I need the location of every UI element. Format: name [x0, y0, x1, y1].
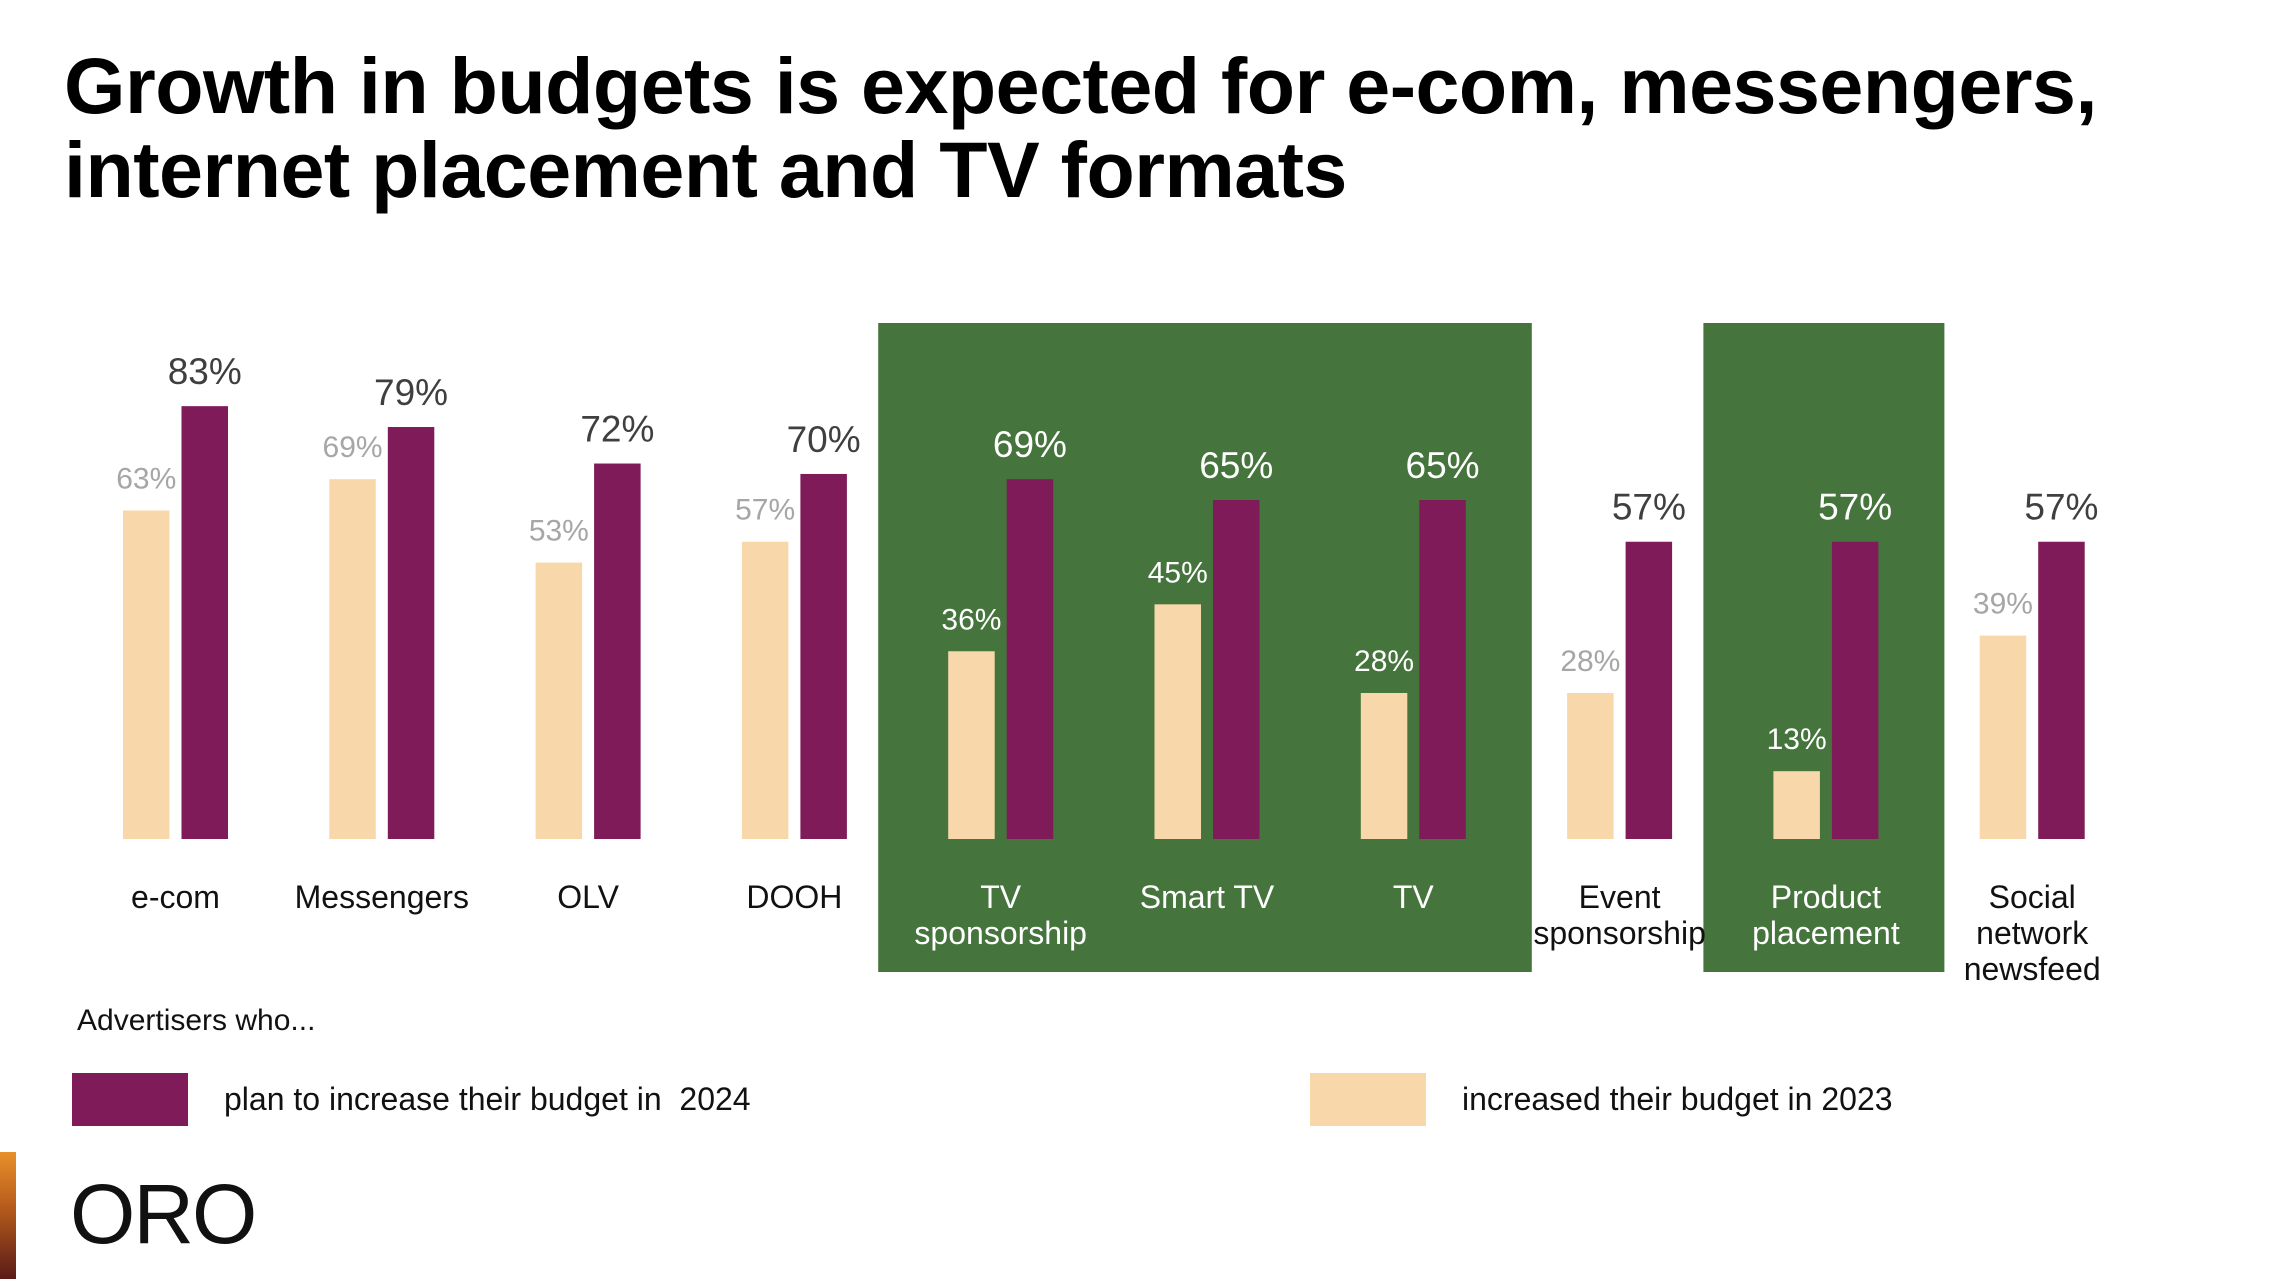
- bar-2023-e-com: [123, 510, 170, 839]
- value-label-2024-tv: 65%: [1406, 445, 1480, 486]
- category-label-event-sponsorship: Event sponsorship: [1533, 879, 1706, 951]
- bar-2023-dooh: [741, 541, 789, 839]
- highlight-box-2: [1703, 323, 1945, 972]
- bar-2024-social-network-newsfeed: [2038, 541, 2085, 839]
- bar-2024-event-sponsorship: [1625, 541, 1673, 839]
- value-label-2023-smart-tv: 45%: [1148, 556, 1208, 589]
- bar-2024-e-com: [181, 406, 228, 839]
- bar-2023-product-placement: [1773, 771, 1820, 839]
- bar-chart: 63% 83% 69% 79% 53% 72% 57% 70% 36% 69% 45% 65% 28% 6…: [116, 323, 2101, 987]
- legend-swatch-plan-2024: [72, 1073, 188, 1126]
- legend-item-plan-2024: plan to increase their budget in 2024: [72, 1073, 751, 1126]
- value-label-2023-social-network-newsfeed: 39%: [1973, 588, 2033, 621]
- value-label-2024-messengers: 79%: [374, 372, 448, 413]
- category-labels: e-com Messengers OLV DOOH TV sponsorship Smart…: [131, 879, 2101, 987]
- category-label-tv-sponsorship: TV sponsorship: [914, 879, 1087, 951]
- bar-2024-tv: [1419, 500, 1466, 839]
- legend-label-plan-2024: plan to increase their budget in 2024: [224, 1081, 751, 1117]
- slide-title-line-1: Growth in budgets is expected for e-com,…: [64, 41, 2097, 130]
- brand-accent-bar: [0, 1152, 16, 1279]
- value-label-2023-e-com: 63%: [116, 462, 176, 495]
- slide-title-line-2: internet placement and TV formats: [64, 125, 1347, 214]
- value-label-2024-dooh: 70%: [787, 419, 861, 460]
- bar-2023-tv-sponsorship: [948, 651, 995, 839]
- bar-2023-event-sponsorship: [1567, 692, 1614, 839]
- bar-2023-olv: [535, 562, 583, 839]
- bar-2023-messengers: [329, 479, 376, 839]
- bar-2024-olv: [594, 463, 641, 839]
- value-label-2024-product-placement: 57%: [1818, 487, 1892, 528]
- value-label-2023-dooh: 57%: [735, 494, 795, 527]
- category-label-dooh: DOOH: [746, 879, 842, 915]
- category-label-messengers: Messengers: [295, 879, 469, 915]
- bar-2023-social-network-newsfeed: [1979, 635, 2027, 839]
- category-label-tv: TV: [1393, 879, 1435, 915]
- value-label-2023-product-placement: 13%: [1767, 723, 1827, 756]
- bar-2024-smart-tv: [1213, 500, 1260, 839]
- bar-2024-product-placement: [1831, 541, 1879, 839]
- category-label-e-com: e-com: [131, 879, 220, 915]
- oro-logo: ORO: [70, 1167, 257, 1261]
- value-label-2023-tv-sponsorship: 36%: [941, 603, 1001, 636]
- value-label-2023-olv: 53%: [529, 515, 589, 548]
- value-label-2023-tv: 28%: [1354, 645, 1414, 678]
- category-label-social-network-newsfeed: Social network newsfeed: [1964, 879, 2101, 987]
- value-label-2023-event-sponsorship: 28%: [1560, 645, 1620, 678]
- value-label-2024-smart-tv: 65%: [1199, 445, 1273, 486]
- value-label-2024-social-network-newsfeed: 57%: [2024, 487, 2098, 528]
- bars: [123, 406, 2085, 839]
- value-label-2024-olv: 72%: [580, 409, 654, 450]
- value-label-2024-e-com: 83%: [168, 351, 242, 392]
- value-label-2024-event-sponsorship: 57%: [1612, 487, 1686, 528]
- legend-item-increased-2023: increased their budget in 2023: [1310, 1073, 1893, 1126]
- slide-title: Growth in budgets is expected for e-com,…: [64, 44, 2097, 212]
- category-label-product-placement: Product placement: [1752, 879, 1900, 951]
- bar-2023-smart-tv: [1154, 604, 1201, 839]
- value-label-2023-messengers: 69%: [323, 431, 383, 464]
- bar-2024-messengers: [387, 427, 435, 839]
- legend-title: Advertisers who...: [77, 1004, 316, 1037]
- legend-label-increased-2023: increased their budget in 2023: [1462, 1081, 1893, 1117]
- bar-2024-dooh: [800, 473, 847, 839]
- category-label-olv: OLV: [557, 879, 619, 915]
- bar-2024-tv-sponsorship: [1006, 479, 1054, 839]
- value-label-2024-tv-sponsorship: 69%: [993, 424, 1067, 465]
- value-labels: 63% 83% 69% 79% 53% 72% 57% 70% 36% 69% 45% 65% 28% 6…: [116, 351, 2098, 756]
- category-label-smart-tv: Smart TV: [1140, 879, 1275, 915]
- legend-swatch-increased-2023: [1310, 1073, 1426, 1126]
- bar-2023-tv: [1360, 692, 1408, 839]
